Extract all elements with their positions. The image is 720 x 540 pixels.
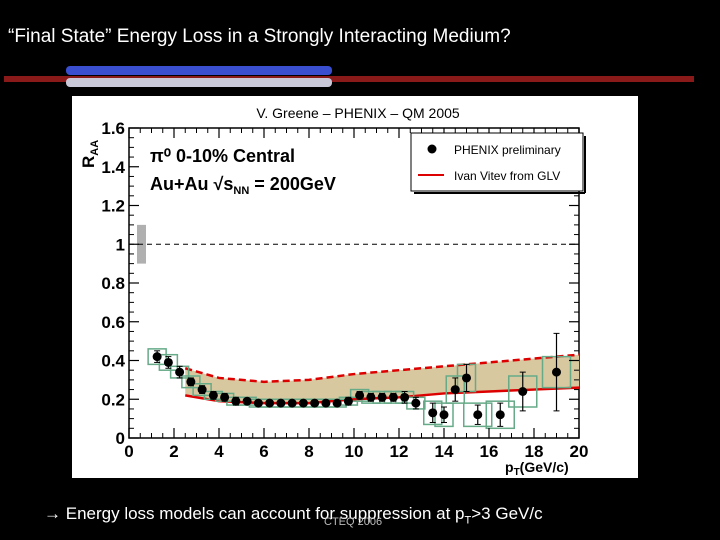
annotation-particle-centrality: π⁰ 0-10% Central (150, 146, 295, 166)
bullet-text: → Energy loss models can account for sup… (44, 504, 543, 526)
annotation-system-energy: Au+Au √sNN = 200GeV (150, 174, 336, 197)
annotation-energy: = 200GeV (249, 174, 336, 194)
y-axis-label-sub: AA (89, 140, 101, 156)
x-tick-label: 16 (480, 442, 499, 461)
syst-error-box (463, 402, 493, 428)
annotation-system: Au+Au (150, 174, 214, 194)
data-point (175, 367, 185, 377)
slide-title: “Final State” Energy Loss in a Strongly … (8, 26, 511, 47)
data-point (343, 396, 353, 406)
annotation-sqrt-s: √s (214, 174, 234, 194)
legend-label-model: Ivan Vitev from GLV (454, 169, 560, 183)
x-tick-label: 6 (259, 442, 268, 461)
data-point (231, 396, 241, 406)
legend-marker-phenix (427, 144, 437, 154)
y-tick-label: 0 (116, 429, 125, 448)
y-axis-label-main: R (79, 156, 98, 168)
bullet-main: Energy loss models can account for suppr… (65, 504, 465, 523)
y-tick-label: 0.2 (101, 390, 125, 409)
data-point (321, 398, 331, 408)
x-tick-label: 10 (345, 442, 364, 461)
y-tick-label: 1.4 (101, 158, 125, 177)
y-tick-label: 0.4 (101, 352, 125, 371)
plot-frame: V. Greene – PHENIX – QM 2005 0 2 4 6 8 10 12 14… (72, 96, 638, 478)
data-point (473, 410, 483, 420)
chart: V. Greene – PHENIX – QM 2005 0 2 4 6 8 10 12 14… (79, 105, 589, 478)
data-point (152, 352, 162, 362)
y-tick-label: 0.6 (101, 313, 125, 332)
syst-error-box (485, 400, 515, 430)
x-tick-label: 18 (525, 442, 544, 461)
y-tick-label: 0.8 (101, 274, 125, 293)
data-point (462, 373, 471, 383)
x-tick-label: 14 (435, 442, 454, 461)
data-point (220, 392, 230, 402)
x-tick-label: 20 (570, 442, 589, 461)
data-point (411, 398, 421, 408)
data-point (197, 385, 207, 395)
data-point (242, 396, 252, 406)
legend: PHENIX preliminary Ivan Vitev from GLV (410, 132, 586, 194)
bullet-sub: T (464, 514, 472, 527)
data-point (400, 392, 410, 402)
x-axis-label-main: p (505, 459, 514, 475)
x-axis-label: pT(GeV/c) (505, 459, 569, 478)
syst-error-box (445, 375, 465, 404)
data-point (518, 387, 528, 396)
y-axis-label: RAA (79, 140, 101, 168)
data-point (163, 357, 173, 367)
data-point (388, 392, 398, 402)
x-tick-label: 12 (390, 442, 409, 461)
legend-box (410, 132, 584, 192)
data-point (287, 398, 297, 408)
data-point (298, 398, 308, 408)
bullet-tail: >3 GeV/c (471, 504, 543, 523)
data-point (186, 377, 196, 387)
data-point (495, 410, 505, 420)
syst-error-box (192, 383, 212, 397)
data-point (366, 392, 376, 402)
syst-error-box (181, 375, 201, 389)
data-point (253, 398, 263, 408)
data-point (428, 408, 438, 418)
data-point (355, 390, 365, 400)
annotation-sqrt-s-sub: NN (233, 185, 249, 197)
chart-title: V. Greene – PHENIX – QM 2005 (256, 105, 460, 121)
model-upper-edge (184, 353, 580, 384)
data-point (552, 367, 561, 377)
data-point (377, 392, 387, 402)
x-tick-label: 0 (124, 442, 133, 461)
data-point (276, 398, 286, 408)
bullet-arrow: → (44, 504, 61, 523)
data-point (439, 410, 449, 420)
data-point (450, 385, 460, 395)
title-underline-decoration (4, 66, 694, 87)
model-lower-edge (185, 386, 580, 405)
x-tick-label: 2 (169, 442, 178, 461)
data-point (310, 398, 320, 408)
x-tick-label: 8 (304, 442, 313, 461)
y-tick-label: 1 (116, 235, 125, 254)
x-axis-label-unit: (GeV/c) (520, 459, 569, 475)
y-tick-label: 1.6 (101, 119, 125, 138)
x-axis-label-sub: T (514, 467, 520, 478)
footer-conference: CTEQ 2006 (324, 516, 383, 528)
legend-label-phenix: PHENIX preliminary (454, 143, 561, 157)
data-point (265, 398, 275, 408)
data-point (332, 398, 342, 408)
x-tick-label: 4 (214, 442, 224, 461)
y-tick-label: 1.2 (101, 197, 125, 216)
data-point (208, 390, 218, 400)
